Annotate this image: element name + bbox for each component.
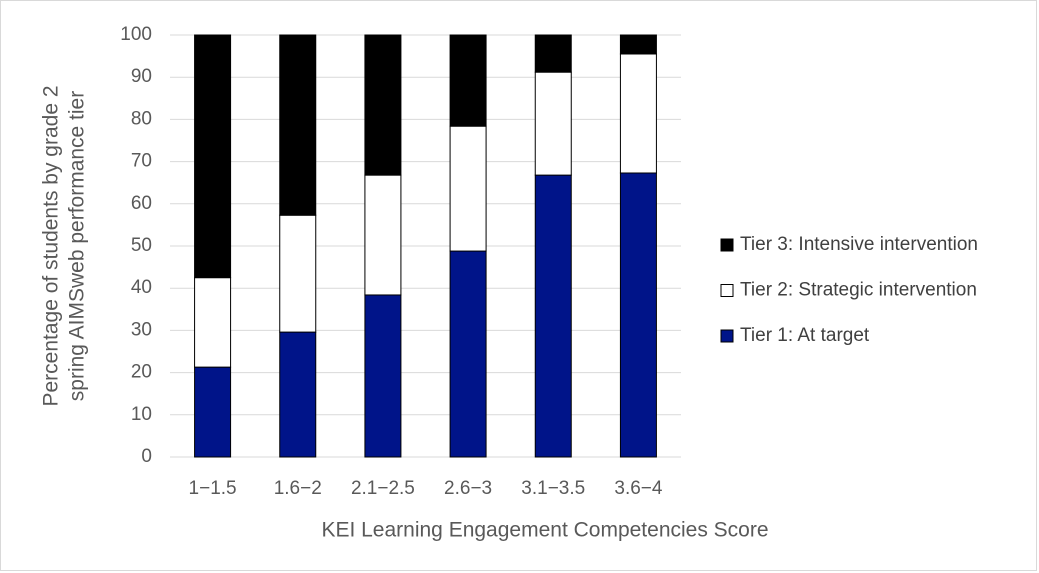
x-axis-title: KEI Learning Engagement Competencies Sco…	[321, 519, 768, 542]
legend-label: Tier 2: Strategic intervention	[740, 280, 977, 301]
y-tick-label: 70	[131, 151, 152, 172]
y-tick-label: 30	[131, 319, 152, 340]
legend-label: Tier 1: At target	[740, 325, 870, 346]
y-tick-label: 90	[131, 66, 152, 87]
y-tick-label: 80	[131, 108, 152, 129]
legend-swatch	[720, 238, 734, 252]
x-tick-label: 1.6−2	[274, 478, 322, 499]
bar-segment	[534, 174, 572, 458]
legend-label: Tier 3: Intensive intervention	[740, 234, 978, 255]
bar-segment	[364, 34, 402, 176]
x-tick-label: 2.1−2.5	[351, 478, 415, 499]
bar-segment	[194, 277, 232, 368]
bar-segment	[534, 71, 572, 176]
bar-segment	[194, 366, 232, 458]
bar-segment	[194, 34, 232, 279]
bar-segment	[449, 125, 487, 252]
bar-segment	[449, 34, 487, 127]
x-tick-label: 1−1.5	[189, 478, 237, 499]
y-tick-label: 20	[131, 362, 152, 383]
bar-segment	[619, 53, 657, 174]
legend-swatch	[720, 329, 734, 343]
bar-segment	[279, 331, 317, 458]
bar-segment	[364, 174, 402, 296]
x-tick-label: 2.6−3	[444, 478, 492, 499]
y-tick-label: 40	[131, 277, 152, 298]
x-tick-label: 3.1−3.5	[521, 478, 585, 499]
y-axis-title-line: Percentage of students by grade 2	[40, 85, 63, 406]
bar-segment	[619, 34, 657, 55]
bar-segment	[449, 250, 487, 458]
y-tick-label: 10	[131, 404, 152, 425]
y-tick-label: 60	[131, 193, 152, 214]
y-axis-title: Percentage of students by grade 2 spring…	[40, 85, 89, 406]
bar-segment	[534, 34, 572, 73]
legend-swatch	[720, 284, 734, 297]
y-axis-title-line: spring AIMSweb performance tier	[66, 91, 89, 401]
y-tick-label: 50	[131, 235, 152, 256]
bar-segment	[619, 172, 657, 458]
bar-segment	[279, 214, 317, 333]
y-tick-label: 0	[141, 446, 152, 467]
x-tick-label: 3.6−4	[614, 478, 663, 499]
bar-segment	[364, 294, 402, 458]
bar-segment	[279, 34, 317, 216]
y-tick-label: 100	[120, 24, 152, 45]
